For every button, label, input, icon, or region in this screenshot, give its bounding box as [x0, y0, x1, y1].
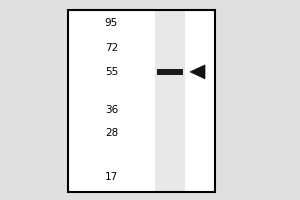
Bar	[157, 69, 183, 75]
Text: 95: 95	[105, 18, 118, 28]
Text: 72: 72	[105, 43, 118, 53]
Text: 36: 36	[105, 105, 118, 115]
Text: 17: 17	[105, 172, 118, 182]
Bar	[68, 10, 215, 192]
Bar	[68, 10, 215, 192]
Bar	[155, 10, 185, 192]
Text: 55: 55	[105, 67, 118, 77]
Text: 28: 28	[105, 128, 118, 138]
Polygon shape	[190, 65, 205, 79]
